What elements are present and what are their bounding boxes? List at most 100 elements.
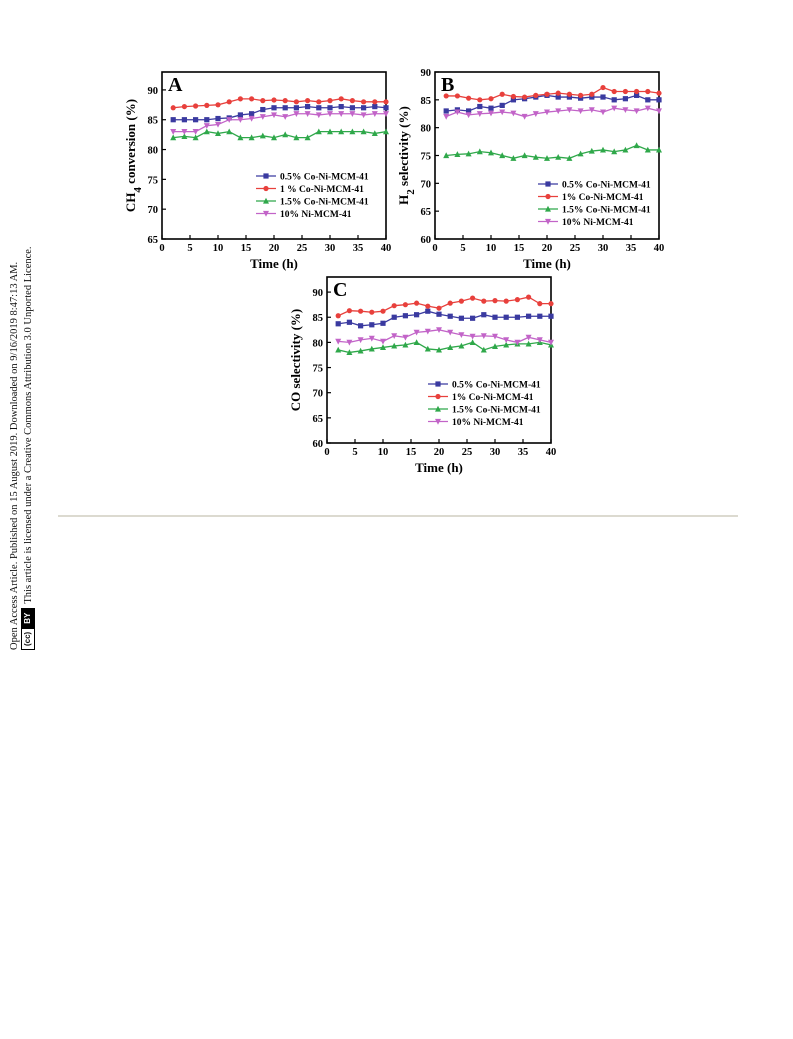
x-tick-label: 5	[352, 447, 357, 458]
data-point	[447, 313, 453, 319]
data-point	[305, 103, 311, 110]
data-point	[424, 345, 431, 352]
x-tick-label: 35	[626, 243, 637, 254]
data-point	[226, 99, 232, 105]
legend-marker	[545, 218, 551, 225]
series-line	[173, 113, 386, 133]
data-point	[372, 103, 378, 110]
data-point	[181, 133, 188, 140]
data-point	[203, 123, 210, 129]
data-point	[588, 147, 595, 154]
data-point	[380, 320, 386, 326]
data-point	[248, 115, 255, 122]
data-point	[555, 94, 561, 100]
data-point	[357, 347, 364, 354]
data-point	[622, 107, 629, 114]
data-point	[503, 337, 510, 344]
x-tick-label: 10	[213, 243, 224, 254]
data-point	[477, 103, 483, 110]
data-point	[368, 345, 375, 352]
data-point	[414, 312, 420, 318]
data-point	[327, 98, 333, 104]
y-axis-label: H2 selectivity (%)	[396, 106, 417, 205]
x-tick-label: 25	[570, 243, 581, 254]
data-point	[383, 105, 389, 111]
data-point	[454, 151, 461, 157]
y-tick-label: 80	[421, 124, 432, 135]
data-point	[566, 107, 573, 114]
legend-entry: 1 % Co-Ni-MCM-41	[280, 185, 364, 195]
data-point	[634, 88, 640, 95]
data-point	[335, 338, 342, 345]
data-point	[335, 321, 341, 327]
legend-entry: 1% Co-Ni-MCM-41	[562, 193, 644, 203]
x-axis-label: Time (h)	[415, 460, 463, 475]
data-point	[192, 129, 199, 135]
data-point	[260, 106, 266, 113]
data-point	[304, 111, 311, 117]
data-point	[260, 98, 266, 104]
x-tick-label: 40	[546, 447, 557, 458]
legend-marker	[545, 193, 551, 200]
data-point	[371, 111, 378, 117]
legend-marker	[435, 393, 441, 400]
data-point	[503, 298, 509, 304]
legend-marker	[263, 197, 269, 204]
data-point	[346, 349, 353, 356]
data-point	[402, 341, 409, 348]
data-point	[360, 128, 367, 135]
legend-entry: 0.5% Co-Ni-MCM-41	[452, 381, 541, 391]
data-point	[548, 339, 554, 346]
data-point	[514, 297, 521, 303]
series	[170, 128, 389, 141]
x-tick-label: 40	[654, 243, 665, 254]
legend-entry: 10% Ni-MCM-41	[452, 418, 524, 428]
data-point	[480, 346, 487, 353]
data-point	[470, 295, 476, 301]
data-point	[477, 97, 483, 103]
data-point	[488, 96, 494, 102]
y-tick-label: 65	[313, 414, 324, 425]
data-point	[358, 323, 364, 329]
data-point	[424, 328, 431, 335]
data-point	[488, 110, 494, 117]
legend-marker	[545, 205, 551, 212]
data-point	[293, 111, 300, 117]
x-tick-label: 0	[432, 243, 437, 254]
data-point	[248, 134, 255, 141]
y-tick-label: 75	[421, 152, 432, 163]
legend-marker	[263, 173, 269, 179]
data-point	[488, 105, 494, 111]
data-point	[436, 346, 442, 353]
data-point	[349, 98, 355, 104]
x-tick-label: 20	[434, 447, 445, 458]
data-point	[488, 149, 494, 156]
data-point	[578, 95, 584, 101]
data-point	[589, 91, 595, 97]
legend-entry: 1% Co-Ni-MCM-41	[452, 393, 534, 403]
y-tick-label: 75	[313, 364, 324, 375]
data-point	[327, 105, 333, 111]
legend: 0.5% Co-Ni-MCM-41 1 % Co-Ni-MCM-41 1.5% Co…	[256, 173, 369, 220]
data-point	[536, 337, 543, 344]
data-point	[510, 110, 517, 117]
data-point	[532, 111, 539, 117]
x-tick-label: 15	[514, 243, 525, 254]
data-point	[425, 308, 431, 314]
y-tick-label: 65	[148, 235, 159, 246]
series	[443, 105, 662, 120]
data-point	[533, 92, 539, 98]
cc-by-badge[interactable]: (cc) BY	[21, 607, 35, 650]
x-tick-label: 25	[297, 243, 308, 254]
data-point	[522, 94, 528, 100]
data-point	[443, 152, 450, 159]
legend-entry: 1.5% Co-Ni-MCM-41	[562, 206, 651, 216]
legend-marker	[263, 210, 269, 217]
data-point	[338, 103, 344, 110]
data-point	[476, 111, 483, 117]
cc-badge-cc: (cc)	[22, 627, 34, 649]
y-tick-label: 90	[148, 86, 159, 97]
data-point	[544, 155, 550, 161]
data-point	[204, 117, 210, 123]
panel-label: C	[333, 279, 347, 301]
